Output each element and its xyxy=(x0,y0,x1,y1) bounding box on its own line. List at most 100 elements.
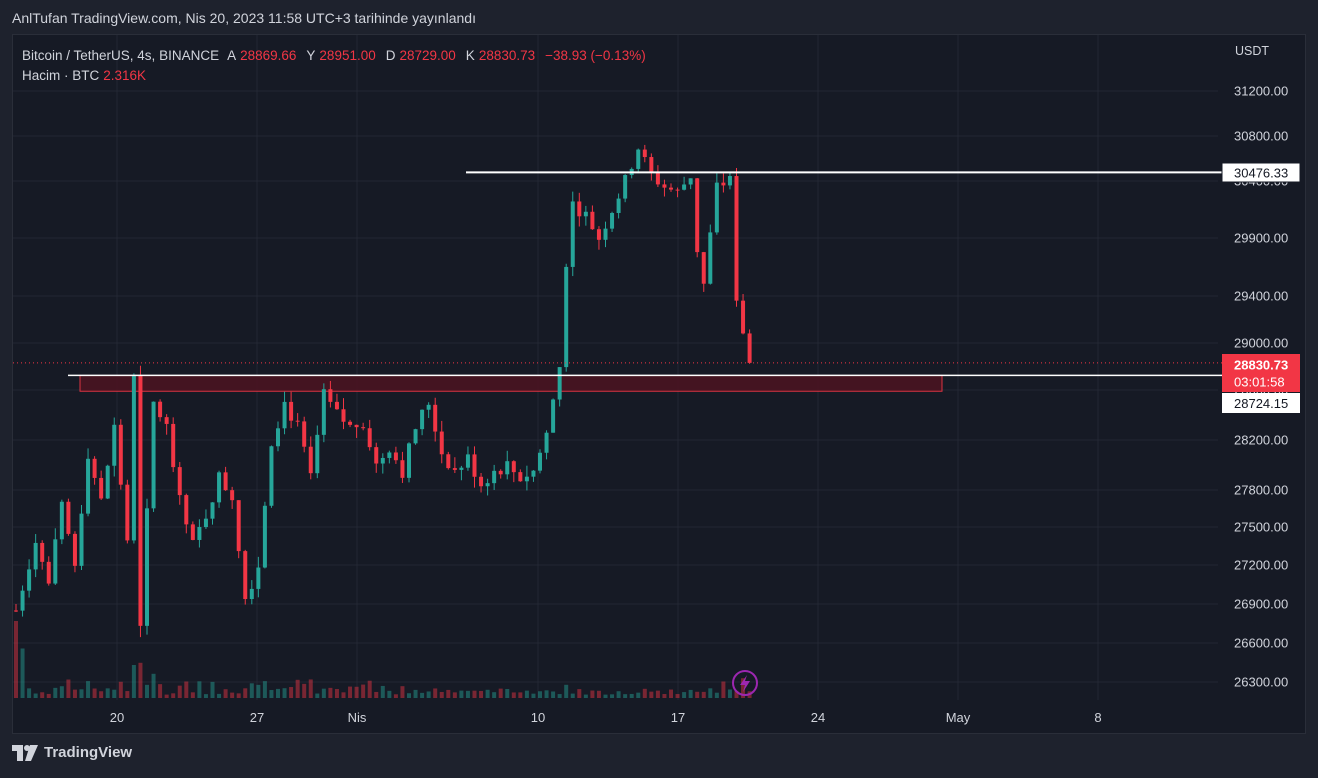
candle-body xyxy=(616,198,621,213)
volume-bar xyxy=(86,681,91,698)
volume-bar xyxy=(302,683,307,698)
volume-bar xyxy=(446,689,451,698)
candle-body xyxy=(485,483,490,487)
volume-bar xyxy=(741,678,746,698)
publish-info: AnlTufan TradingView.com, Nis 20, 2023 1… xyxy=(12,10,476,26)
candle-body xyxy=(642,149,647,158)
volume-bar xyxy=(426,691,431,698)
candle-body xyxy=(669,187,673,190)
brand-name: TradingView xyxy=(44,744,133,761)
candle-body xyxy=(400,460,405,478)
volume-bar xyxy=(125,691,130,698)
candle-body xyxy=(256,567,261,589)
volume-bar xyxy=(112,689,117,698)
volume-bar xyxy=(46,693,51,698)
x-tick-label: Nis xyxy=(348,710,367,725)
currency-label: USDT xyxy=(1235,44,1269,58)
candle-body xyxy=(439,431,444,455)
volume-bar xyxy=(564,684,569,698)
volume-bar xyxy=(184,681,189,698)
candle-body xyxy=(682,184,687,190)
x-tick-label: May xyxy=(946,710,971,725)
volume-bar xyxy=(675,694,680,698)
candle-body xyxy=(308,446,313,474)
x-tick-label: 8 xyxy=(1094,710,1101,725)
volume-bar xyxy=(727,689,732,698)
candle-body xyxy=(538,452,542,471)
candle-body xyxy=(524,476,529,482)
candle-body xyxy=(223,472,228,491)
volume-bars xyxy=(14,621,752,698)
volume-bar xyxy=(544,690,549,698)
lightning-icon[interactable] xyxy=(732,670,758,696)
y-tick-label: 29000.00 xyxy=(1234,336,1288,351)
time-axis: 20 27 Nis 10 17 24 May 8 xyxy=(110,710,1102,725)
candle-body xyxy=(243,551,248,600)
volume-bar xyxy=(269,690,274,698)
candle-body xyxy=(145,508,149,626)
y-tick-label: 28200.00 xyxy=(1234,433,1288,448)
volume-bar xyxy=(387,690,392,698)
candle-body xyxy=(446,454,451,469)
volume-bar xyxy=(407,693,411,698)
candle-body xyxy=(334,401,339,410)
candle-body xyxy=(544,432,549,453)
volume-bar xyxy=(439,691,444,698)
open-label: A xyxy=(227,48,237,63)
volume-bar xyxy=(256,684,261,698)
volume-bar xyxy=(328,687,333,698)
high-value: 28951.00 xyxy=(319,48,376,63)
countdown-text: 03:01:58 xyxy=(1234,375,1285,390)
x-tick-label: 20 xyxy=(110,710,124,725)
volume-bar xyxy=(479,690,484,698)
volume-bar xyxy=(551,691,556,698)
candle-body xyxy=(695,178,700,253)
symbol-label[interactable]: Bitcoin / TetherUS, 4s, BINANCE xyxy=(22,48,220,63)
close-label: K xyxy=(465,48,475,63)
volume-bar xyxy=(400,686,405,698)
candle-body xyxy=(583,211,588,217)
candle-body xyxy=(138,374,143,626)
volume-bar xyxy=(230,692,235,698)
volume-bar xyxy=(20,648,25,698)
low-label: D xyxy=(385,48,396,63)
candle-body xyxy=(498,470,503,475)
volume-bar xyxy=(53,687,58,698)
volume-bar xyxy=(276,688,280,698)
candle-body xyxy=(701,252,706,284)
candle-body xyxy=(479,476,484,487)
volume-bar xyxy=(197,681,202,698)
candle-body xyxy=(531,470,536,477)
volume-bar xyxy=(59,686,64,698)
volume-bar xyxy=(99,691,104,698)
volume-bar xyxy=(321,688,326,698)
candle-body xyxy=(289,401,294,421)
volume-bar xyxy=(420,692,425,698)
candle-body xyxy=(27,569,32,591)
candle-body xyxy=(459,467,464,470)
candle-body xyxy=(413,429,418,444)
candle-body xyxy=(131,374,136,541)
volume-bar xyxy=(583,694,588,698)
y-tick-label: 29400.00 xyxy=(1234,289,1288,304)
volume-bar xyxy=(289,687,294,698)
candle-body xyxy=(433,404,438,432)
legend: Bitcoin / TetherUS, 4s, BINANCE A 28869.6… xyxy=(22,46,652,86)
volume-bar xyxy=(695,691,700,698)
volume-bar xyxy=(151,673,156,698)
volume-bar xyxy=(636,692,641,698)
candle-body xyxy=(623,175,628,199)
candle-body xyxy=(354,424,359,428)
support-badge: 28724.15 xyxy=(1222,393,1300,413)
candle-body xyxy=(492,470,497,484)
volume-bar xyxy=(701,691,706,698)
price-axis: 31200.0030800.0030400.0029900.0029400.00… xyxy=(1234,84,1288,690)
volume-bar xyxy=(380,685,385,698)
candle-body xyxy=(197,527,202,540)
volume-bar xyxy=(217,693,222,698)
volume-bar xyxy=(131,665,136,698)
candle-body xyxy=(151,401,156,509)
volume-bar xyxy=(472,690,477,698)
volume-bar xyxy=(40,692,45,698)
